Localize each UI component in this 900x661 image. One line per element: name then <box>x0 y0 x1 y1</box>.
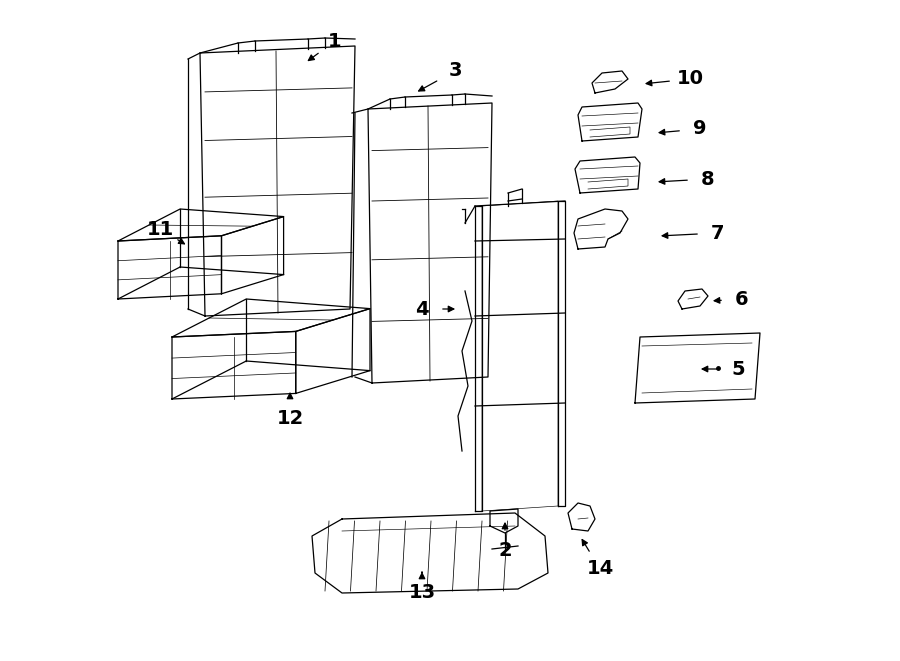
Text: 2: 2 <box>499 541 512 561</box>
Text: 6: 6 <box>735 290 749 309</box>
Text: 11: 11 <box>147 219 174 239</box>
Text: 13: 13 <box>409 584 436 602</box>
Text: 1: 1 <box>328 32 342 50</box>
Text: 5: 5 <box>731 360 745 379</box>
Text: 4: 4 <box>415 299 428 319</box>
Text: 10: 10 <box>677 69 704 89</box>
Text: 3: 3 <box>448 61 462 81</box>
Text: 9: 9 <box>693 120 706 139</box>
Text: 14: 14 <box>587 559 614 578</box>
Text: 8: 8 <box>701 169 715 188</box>
Text: 7: 7 <box>711 223 724 243</box>
Text: 12: 12 <box>276 410 303 428</box>
